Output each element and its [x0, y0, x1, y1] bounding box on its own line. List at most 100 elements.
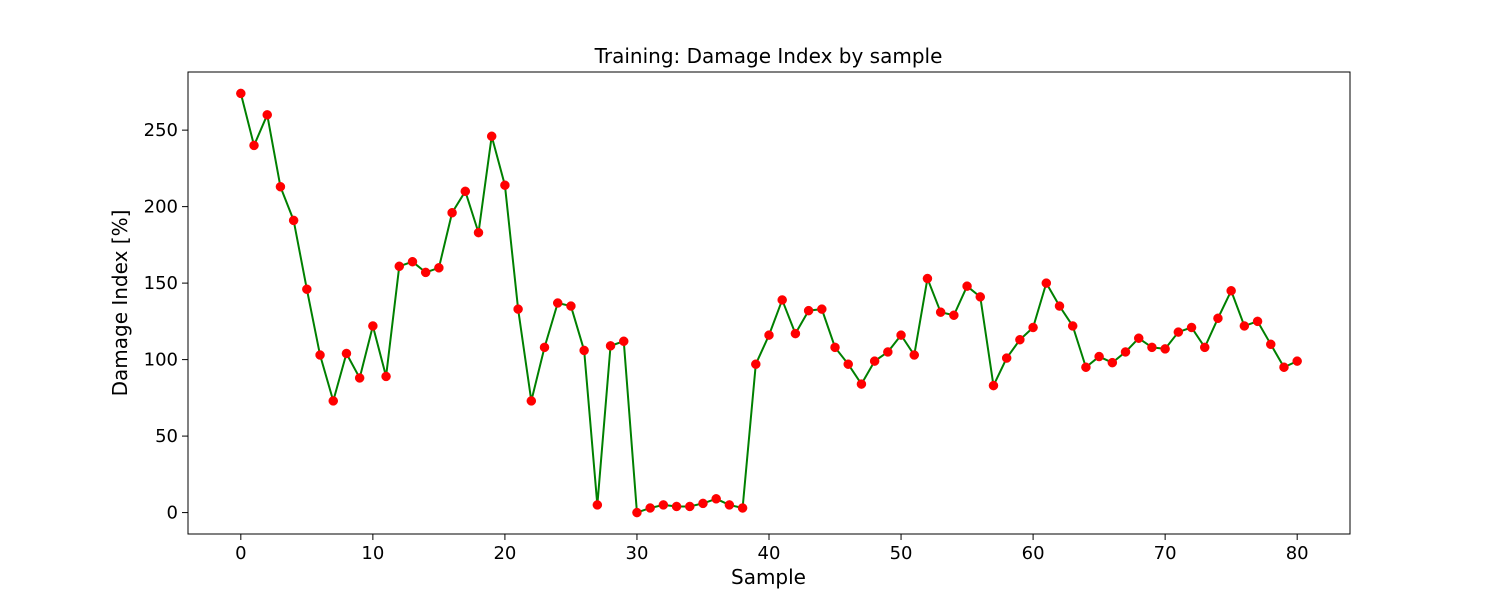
data-point: [288, 215, 299, 226]
x-tick-label: 0: [235, 543, 246, 564]
data-point: [275, 181, 286, 192]
data-point: [843, 359, 853, 369]
data-point: [711, 494, 721, 504]
data-point: [302, 284, 312, 294]
data-point: [394, 261, 405, 272]
data-point: [698, 498, 708, 509]
y-tick-label: 150: [144, 273, 178, 294]
y-axis-label: Damage Index [%]: [108, 210, 132, 397]
data-point: [922, 273, 933, 284]
data-point: [1001, 353, 1012, 363]
y-tick-label: 100: [144, 350, 178, 371]
x-tick-label: 70: [1154, 543, 1177, 564]
x-axis-label: Sample: [731, 565, 806, 589]
data-point: [949, 310, 959, 320]
data-point: [526, 396, 537, 406]
data-point: [1160, 344, 1170, 354]
chart-title: Training: Damage Index by sample: [594, 44, 943, 68]
x-tick-label: 40: [758, 543, 781, 564]
data-point: [685, 501, 695, 512]
data-point: [1279, 362, 1289, 372]
data-point: [737, 503, 748, 513]
data-point: [896, 330, 906, 340]
data-point: [407, 256, 418, 267]
data-point: [632, 507, 642, 518]
data-point: [249, 140, 259, 151]
x-tick-label: 80: [1286, 543, 1309, 564]
data-point: [988, 380, 999, 391]
data-point: [539, 342, 550, 353]
y-tick-label: 200: [144, 197, 178, 218]
data-point: [460, 186, 471, 197]
data-point: [1094, 351, 1104, 362]
x-tick-label: 50: [890, 543, 913, 564]
data-point: [500, 180, 510, 190]
data-point: [1107, 357, 1118, 368]
data-point: [1041, 278, 1052, 288]
data-point: [751, 359, 761, 369]
data-point: [1186, 322, 1197, 333]
data-point: [1067, 321, 1078, 331]
data-point: [856, 379, 867, 389]
data-point: [883, 347, 893, 357]
data-point: [420, 267, 431, 278]
data-point: [790, 328, 801, 339]
data-point: [1133, 333, 1144, 343]
x-tick-label: 30: [626, 543, 649, 564]
data-point: [434, 263, 444, 273]
data-point: [1292, 356, 1302, 366]
data-point: [447, 207, 457, 218]
data-point: [473, 227, 484, 238]
data-point: [262, 110, 272, 120]
data-point: [354, 373, 365, 383]
data-point: [315, 350, 325, 360]
data-point: [962, 281, 972, 291]
data-point: [1028, 322, 1038, 333]
data-point: [1015, 334, 1025, 345]
data-point: [236, 88, 246, 99]
data-point: [1147, 342, 1157, 353]
data-point: [803, 305, 814, 316]
data-point: [486, 131, 497, 141]
data-point: [368, 321, 378, 331]
data-point: [1266, 339, 1276, 350]
x-tick-label: 10: [361, 543, 384, 564]
x-tick-label: 20: [493, 543, 516, 564]
data-point: [328, 396, 338, 406]
data-point: [513, 304, 523, 314]
data-point: [579, 345, 589, 356]
y-axis: 0 50 100 150 200 250: [144, 120, 188, 524]
data-point: [1226, 286, 1236, 296]
data-point: [724, 500, 735, 510]
x-tick-label: 60: [1022, 543, 1045, 564]
data-point: [566, 301, 576, 311]
data-point: [817, 304, 827, 314]
data-point: [341, 348, 352, 359]
data-point: [592, 500, 603, 510]
y-tick-label: 0: [167, 503, 178, 524]
data-point: [1120, 347, 1131, 357]
data-point: [777, 295, 787, 305]
y-tick-label: 250: [144, 120, 178, 141]
data-point: [764, 330, 774, 340]
data-point: [1252, 316, 1263, 327]
data-point: [1054, 301, 1065, 311]
data-point: [1173, 327, 1184, 337]
x-axis: 0 10 20 30 40 50 60 70 80: [235, 534, 1309, 564]
plot-area: [236, 88, 1302, 518]
data-point: [909, 350, 919, 360]
data-point: [869, 356, 880, 366]
data-point: [645, 503, 655, 513]
plot-frame: [187, 71, 1351, 535]
data-point: [605, 341, 616, 351]
data-point: [1200, 342, 1210, 353]
data-point: [935, 307, 946, 317]
data-point: [658, 500, 669, 510]
data-point: [1239, 321, 1250, 331]
data-point: [1081, 362, 1091, 372]
data-point: [671, 501, 682, 512]
data-point: [381, 371, 391, 382]
data-point: [975, 292, 986, 302]
